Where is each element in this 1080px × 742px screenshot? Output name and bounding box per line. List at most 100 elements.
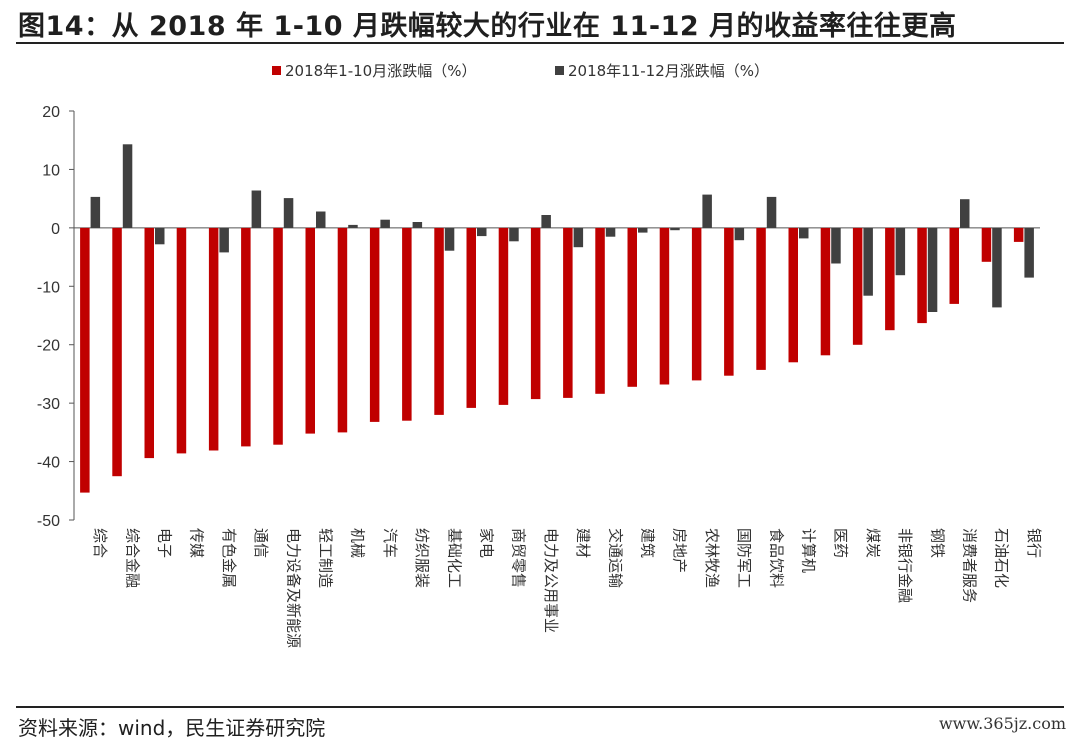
y-tick-label: 10	[42, 162, 60, 179]
legend-swatch-1	[272, 66, 281, 75]
bar-计算机-series-2	[799, 227, 809, 239]
bar-石油石化-series-1	[981, 227, 992, 262]
category-label: 有色金属	[220, 528, 238, 588]
bar-建材-series-1	[563, 227, 573, 398]
bar-钢铁-series-2	[927, 227, 938, 312]
bar-电力及公用事业-series-1	[530, 227, 541, 400]
bar-食品饮料-series-1	[756, 227, 766, 370]
bar-医药-series-1	[820, 227, 831, 356]
bar-汽车-series-1	[369, 227, 380, 422]
bar-轻工制造-series-2	[316, 211, 326, 228]
category-label: 综合金融	[123, 528, 141, 588]
category-label: 国防军工	[735, 528, 753, 588]
bar-综合-series-2	[90, 196, 101, 228]
category-label: 石油石化	[993, 528, 1011, 588]
bar-机械-series-1	[337, 227, 348, 433]
bar-纺织服装-series-2	[412, 222, 423, 228]
category-label: 机械	[349, 528, 367, 558]
bar-建材-series-2	[573, 227, 584, 248]
category-label: 交通运输	[606, 528, 624, 588]
category-label: 汽车	[381, 528, 399, 558]
bar-纺织服装-series-1	[402, 227, 412, 421]
bar-电子-series-1	[144, 227, 154, 459]
category-label: 非银行金融	[896, 528, 914, 603]
category-label: 电子	[156, 528, 174, 558]
category-label: 建筑	[639, 528, 657, 558]
y-tick-label: -50	[37, 513, 60, 530]
bar-家电-series-2	[477, 227, 487, 237]
bar-计算机-series-1	[788, 227, 798, 363]
bar-非银行金融-series-2	[895, 227, 906, 276]
legend: 2018年1-10月涨跌幅（%） 2018年11-12月涨跌幅（%）	[272, 62, 769, 80]
y-tick-label: 0	[51, 221, 60, 238]
y-tick-label: -10	[37, 279, 60, 296]
bar-国防军工-series-2	[734, 227, 745, 241]
category-label: 房地产	[671, 528, 689, 573]
category-label: 消费者服务	[961, 528, 979, 603]
category-label: 电力及公用事业	[542, 528, 560, 633]
bar-基础化工-series-1	[434, 227, 444, 415]
category-label: 医药	[832, 528, 850, 558]
chart-title: 图14：从 2018 年 1-10 月跌幅较大的行业在 11-12 月的收益率往…	[18, 11, 957, 42]
category-label: 轻工制造	[317, 528, 335, 588]
bar-银行-series-1	[1013, 227, 1024, 242]
bar-汽车-series-2	[380, 219, 390, 228]
bar-传媒-series-1	[176, 227, 187, 454]
legend-label-2: 2018年11-12月涨跌幅（%）	[568, 62, 769, 80]
bar-石油石化-series-2	[992, 227, 1002, 308]
category-label: 电力设备及新能源	[284, 528, 302, 648]
legend-label-1: 2018年1-10月涨跌幅（%）	[285, 62, 476, 80]
bar-房地产-series-1	[659, 227, 670, 385]
bar-建筑-series-2	[638, 227, 648, 233]
y-tick-label: -40	[37, 455, 60, 472]
footer-divider	[16, 706, 1064, 708]
bar-国防军工-series-1	[724, 227, 734, 376]
bar-电力设备及新能源-series-1	[273, 227, 283, 445]
bar-综合-series-1	[80, 227, 90, 493]
category-label: 传媒	[188, 528, 206, 558]
category-label: 煤炭	[864, 528, 882, 558]
bar-食品饮料-series-2	[766, 196, 777, 228]
bar-钢铁-series-1	[917, 227, 927, 324]
bar-商贸零售-series-1	[498, 227, 509, 405]
bar-农林牧渔-series-1	[691, 227, 702, 381]
bar-交通运输-series-2	[605, 227, 616, 237]
y-tick-label: -30	[37, 396, 60, 413]
category-label: 计算机	[800, 528, 818, 573]
bar-消费者服务-series-1	[949, 227, 959, 304]
bar-机械-series-2	[348, 224, 358, 228]
bars	[80, 144, 1034, 493]
category-label: 农林牧渔	[703, 528, 721, 588]
bar-通信-series-1	[241, 227, 251, 447]
bar-有色金属-series-2	[219, 227, 229, 253]
category-label: 家电	[478, 528, 496, 558]
bar-通信-series-2	[251, 190, 262, 228]
category-label: 商贸零售	[510, 528, 528, 588]
y-tick-label: 20	[42, 104, 60, 121]
category-label: 建材	[574, 528, 592, 558]
category-labels: 综合 综合金融 电子 传媒 有色金属 通信 电力设备及新能源 轻工制造 机械 汽车 纺织服装 基础化工…	[91, 528, 1043, 648]
category-label: 综合	[91, 528, 109, 558]
bar-chart: 2018年1-10月涨跌幅（%） 2018年11-12月涨跌幅（%） 20 10 0 -…	[37, 62, 1043, 648]
category-label: 食品饮料	[767, 528, 785, 588]
source-note: 资料来源：wind，民生证券研究院	[18, 716, 326, 740]
y-tick-label: -20	[37, 338, 60, 355]
bar-建筑-series-1	[627, 227, 637, 387]
category-label: 银行	[1025, 528, 1043, 558]
bar-煤炭-series-2	[863, 227, 873, 296]
bar-基础化工-series-2	[444, 227, 455, 251]
bar-煤炭-series-1	[852, 227, 863, 345]
bar-轻工制造-series-1	[305, 227, 315, 434]
bar-有色金属-series-1	[208, 227, 219, 451]
bar-家电-series-1	[466, 227, 476, 408]
bar-交通运输-series-1	[595, 227, 605, 394]
category-label: 基础化工	[445, 528, 463, 588]
legend-swatch-2	[555, 66, 564, 75]
bar-农林牧渔-series-2	[702, 194, 712, 228]
bar-消费者服务-series-2	[960, 199, 970, 228]
category-label: 纺织服装	[413, 528, 431, 588]
bar-综合金融-series-2	[122, 144, 133, 228]
bar-电子-series-2	[155, 227, 165, 245]
bar-医药-series-2	[831, 227, 841, 264]
bar-非银行金融-series-1	[885, 227, 895, 331]
